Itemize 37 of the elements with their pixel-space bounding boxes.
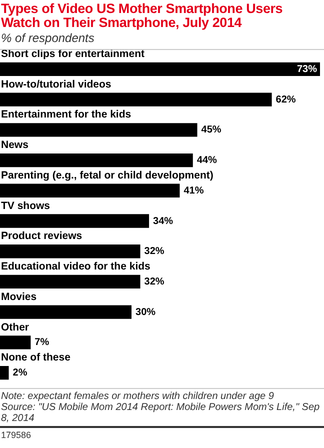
bar <box>0 153 193 168</box>
y-tick-label: TV shows <box>1 200 50 212</box>
bar <box>0 336 31 350</box>
data-label: 73% <box>296 64 318 75</box>
bar <box>0 184 180 198</box>
bar <box>0 305 132 319</box>
source-note: Source: "US Mobile Mom 2014 Report: Mobile Powers Mom's Life," Sep 8, 2014 <box>1 402 320 424</box>
y-tick-label: Parenting (e.g., fetal or child development) <box>1 169 214 182</box>
data-label: 62% <box>276 94 296 106</box>
text: Note: expectant females or mothers with children under age 9 <box>1 391 274 402</box>
y-tick-label: Product reviews <box>1 230 82 242</box>
data-label: 32% <box>144 246 164 258</box>
chart-title: Types of Video US Mother Smartphone Users Watch on Their Smartphone, July 2014 <box>0 0 284 30</box>
y-tick-label: Movies <box>1 290 37 303</box>
bar <box>0 92 272 106</box>
y-tick-label: Entertainment for the kids <box>1 108 132 121</box>
y-tick-label: Other <box>1 321 30 334</box>
data-label: 2% <box>12 368 28 379</box>
data-label: 30% <box>136 306 156 318</box>
bar <box>0 62 320 76</box>
data-label: 7% <box>34 337 50 348</box>
y-tick-label: News <box>1 139 29 152</box>
bar <box>0 244 140 258</box>
bar <box>0 366 9 380</box>
y-tick-label: How-to/tutorial videos <box>1 78 112 90</box>
data-label: 41% <box>184 185 204 196</box>
data-label: 44% <box>196 155 217 166</box>
bar <box>0 123 198 137</box>
text: 179586 <box>0 426 324 440</box>
data-label: 45% <box>201 124 222 136</box>
y-tick-label: None of these <box>1 352 71 364</box>
data-label: 32% <box>144 276 164 288</box>
chart-subtitle: % of respondents <box>1 31 94 45</box>
bar <box>0 214 150 228</box>
y-tick-label: Educational video for the kids <box>1 260 151 273</box>
data-label: 34% <box>153 216 174 227</box>
bar <box>0 274 140 289</box>
